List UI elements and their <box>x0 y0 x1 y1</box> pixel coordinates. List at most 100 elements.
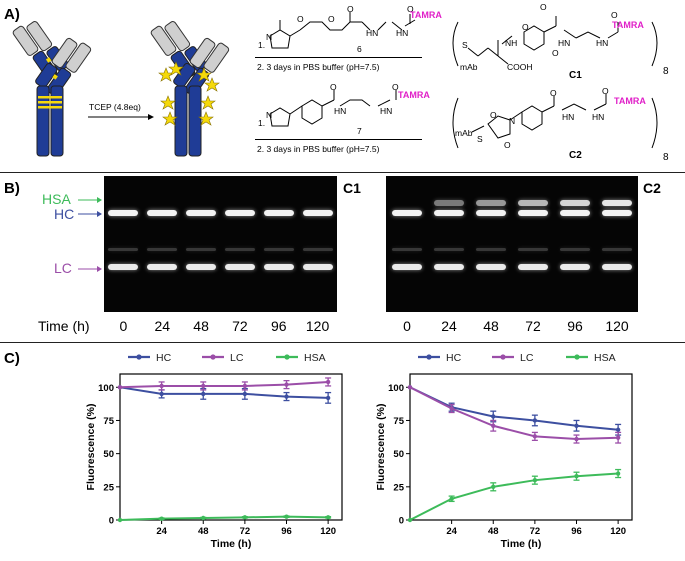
reagent-7-o1: O <box>330 82 337 92</box>
thiol-star-icon <box>198 111 214 126</box>
reagent-6-o3: O <box>347 4 354 14</box>
gel-band-faint <box>434 248 464 251</box>
y-tick-label: 75 <box>393 416 404 427</box>
legend-marker <box>284 354 290 360</box>
c2-mab: mAb <box>455 128 473 138</box>
c2-subscript: 8 <box>663 152 669 163</box>
c2-o1: O <box>490 110 497 120</box>
data-point <box>242 383 248 389</box>
gel-band-lc <box>186 264 217 270</box>
reagent-6-o2: O <box>328 14 335 24</box>
x-tick-label: 24 <box>156 526 167 537</box>
reagent-7-n: N <box>266 110 273 120</box>
c2-n: N <box>509 116 516 126</box>
gel-band-faint <box>392 248 422 251</box>
band-label-hsa: HSA <box>42 191 71 207</box>
reagent-6-o1: O <box>297 14 304 24</box>
reagent-6-nh2: HN <box>396 28 409 38</box>
x-tick-label: 48 <box>488 526 499 537</box>
antibody-native <box>12 21 92 157</box>
data-point <box>242 515 248 520</box>
data-point <box>284 394 289 399</box>
c1-o4: O <box>611 10 618 20</box>
thiol-star-icon <box>158 67 174 82</box>
band-label-lc: LC <box>54 260 72 276</box>
legend-label: LC <box>520 352 534 364</box>
gel-band-hc <box>434 210 464 216</box>
y-tick-label: 25 <box>393 482 404 493</box>
reagent-7-number: 7 <box>357 126 362 136</box>
data-point <box>242 391 248 397</box>
gel-band-lc <box>263 264 294 270</box>
gel-band-hc <box>263 210 294 216</box>
gel-band-lc <box>147 264 178 270</box>
gel-band-hc <box>147 210 178 216</box>
x-tick-label: 120 <box>320 526 336 537</box>
data-point <box>201 515 206 521</box>
lane-label: 120 <box>305 318 330 334</box>
lane-label: 72 <box>525 318 541 334</box>
reagent-6-step2: 2. 3 days in PBS buffer (pH=7.5) <box>257 62 380 72</box>
lane-label: 96 <box>270 318 287 334</box>
gel-band-faint <box>186 248 217 251</box>
reagent-7-hn1: HN <box>334 106 347 116</box>
lane-label: 48 <box>483 318 499 334</box>
reagent-7-o2: O <box>392 82 399 92</box>
reagent-6-number: 6 <box>357 44 362 54</box>
lane-label: 96 <box>567 318 583 334</box>
x-tick-label: 96 <box>571 526 582 537</box>
gel-band-hc <box>476 210 506 216</box>
gel-band-lc <box>560 264 590 270</box>
y-tick-label: 0 <box>109 516 114 527</box>
gel-band-faint <box>224 248 255 251</box>
reagent-7-step1: 1. <box>258 118 266 128</box>
data-point <box>407 517 413 523</box>
gel-band-lc <box>518 264 548 270</box>
gel-band-faint <box>147 248 178 251</box>
x-tick-label: 120 <box>610 526 626 537</box>
gel-band-lc <box>108 264 139 270</box>
thiol-star-icon <box>160 95 176 110</box>
reagent-6-step1: 1. <box>258 40 266 50</box>
c2-o3: O <box>550 88 557 98</box>
series-line-lc <box>119 380 329 389</box>
reagent-7-structure <box>269 90 397 127</box>
c2-label: C2 <box>569 150 582 161</box>
c1-s: S <box>462 40 468 50</box>
x-tick-label: 96 <box>281 526 292 537</box>
gel-band-faint <box>302 248 333 251</box>
y-tick-label: 75 <box>103 416 114 427</box>
c1-nh1: NH <box>505 38 518 48</box>
data-point <box>532 477 538 483</box>
gel-band-faint <box>263 248 294 251</box>
gel-right-title: C2 <box>643 180 661 196</box>
data-point <box>407 385 413 390</box>
series-line-hsa <box>409 472 619 521</box>
data-point <box>615 435 621 440</box>
tcep-label: TCEP (4.8eq) <box>89 102 141 112</box>
x-axis-label: Time (h) <box>211 538 252 550</box>
lane-label: 24 <box>441 318 457 334</box>
product-c1-structure <box>452 16 658 67</box>
c1-cooh: COOH <box>507 62 533 72</box>
gel-band-hsa <box>602 200 632 206</box>
lane-label: 120 <box>605 318 629 334</box>
data-point <box>532 434 538 439</box>
reagent-6-structure <box>269 12 416 49</box>
data-point <box>491 423 496 428</box>
gel-band-lc <box>392 264 422 270</box>
c2-hn1: HN <box>562 112 575 122</box>
data-point <box>201 391 206 397</box>
legend-label: HC <box>446 352 462 364</box>
gel-band-hc <box>560 210 590 216</box>
data-point <box>117 385 123 390</box>
c2-tamra: TAMRA <box>614 96 646 106</box>
gel-band-hc <box>108 210 139 216</box>
gel-band-lc <box>434 264 464 270</box>
legend-label: HSA <box>304 352 326 364</box>
gel-band-faint <box>518 248 548 251</box>
antibody-reduced <box>150 21 230 157</box>
thiol-star-icon <box>196 67 212 82</box>
series-line-hc <box>409 386 619 431</box>
gel-band-hc <box>186 210 217 216</box>
